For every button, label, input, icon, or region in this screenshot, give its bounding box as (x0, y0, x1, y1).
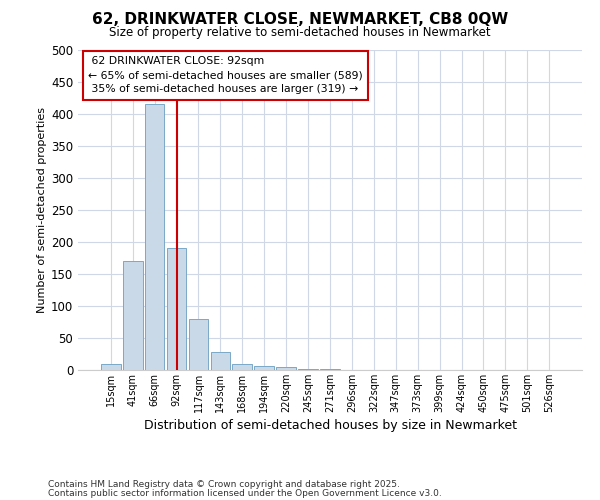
Bar (276, 367, 296, 370)
Bar (123, 261, 143, 370)
Text: Contains public sector information licensed under the Open Government Licence v3: Contains public sector information licen… (48, 488, 442, 498)
X-axis label: Distribution of semi-detached houses by size in Newmarket: Distribution of semi-detached houses by … (143, 419, 517, 432)
Bar (211, 352, 230, 370)
Bar (232, 364, 252, 370)
Bar (254, 366, 274, 370)
Bar (188, 319, 208, 370)
Bar (101, 364, 121, 370)
Text: 62, DRINKWATER CLOSE, NEWMARKET, CB8 0QW: 62, DRINKWATER CLOSE, NEWMARKET, CB8 0QW (92, 12, 508, 28)
Bar (320, 368, 340, 370)
Y-axis label: Number of semi-detached properties: Number of semi-detached properties (37, 107, 47, 313)
Text: 62 DRINKWATER CLOSE: 92sqm
← 65% of semi-detached houses are smaller (589)
 35% : 62 DRINKWATER CLOSE: 92sqm ← 65% of semi… (88, 56, 363, 94)
Bar (167, 248, 187, 370)
Text: Size of property relative to semi-detached houses in Newmarket: Size of property relative to semi-detach… (109, 26, 491, 39)
Text: Contains HM Land Registry data © Crown copyright and database right 2025.: Contains HM Land Registry data © Crown c… (48, 480, 400, 489)
Bar (145, 104, 164, 370)
Bar (298, 368, 318, 370)
